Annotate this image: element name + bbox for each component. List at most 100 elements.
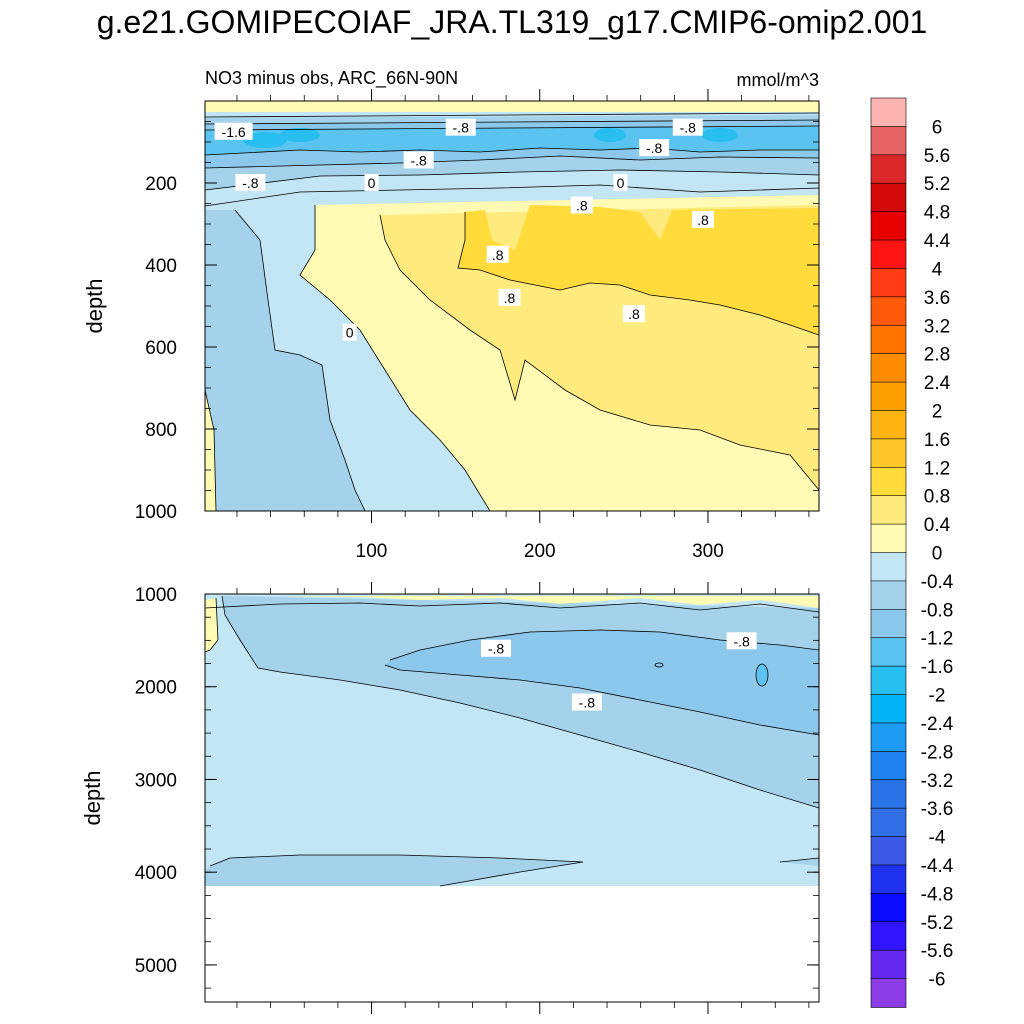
y-tick-label: 1000 <box>135 502 177 523</box>
colorbar-swatch <box>870 978 907 1008</box>
contour-label: -.8 <box>726 632 757 650</box>
contour-label: 0 <box>342 323 357 341</box>
y-tick-label: 2000 <box>135 678 177 699</box>
contour-label-bg <box>235 174 266 191</box>
contour-label-text: -.8 <box>733 633 750 649</box>
colorbar-label: 4.4 <box>924 231 951 252</box>
bot-field-core <box>756 664 768 686</box>
colorbar-label: -0.4 <box>921 572 954 593</box>
colorbar-label: 4.8 <box>924 203 950 224</box>
colorbar-label: 6 <box>932 117 943 138</box>
y-tick-label: 800 <box>145 420 177 441</box>
contour-label-text: 0 <box>368 175 376 191</box>
contour-label-bg <box>481 639 512 657</box>
colorbar-swatch <box>870 665 907 696</box>
colorbar-label: -6 <box>929 970 946 991</box>
y-tick-label: 4000 <box>135 863 177 884</box>
bottom-ylabel: depth <box>80 770 105 825</box>
colorbar-label: 5.6 <box>924 146 950 167</box>
colorbar-label: 1.6 <box>924 430 950 451</box>
colorbar-swatch <box>870 211 907 241</box>
contour-label-bg <box>364 174 379 191</box>
colorbar-swatch <box>870 324 907 355</box>
colorbar-label: 3.2 <box>924 316 950 337</box>
top-field-neg08-deep <box>205 210 365 511</box>
colorbar-swatch <box>870 381 907 412</box>
colorbar-swatch <box>870 580 907 611</box>
colorbar-swatch <box>870 694 907 724</box>
colorbar-label: -2.8 <box>921 742 954 763</box>
contour-label-bg <box>570 196 593 214</box>
colorbar-swatch <box>870 239 907 270</box>
y-tick-label: 1000 <box>135 585 177 606</box>
colorbar-swatch <box>870 410 907 440</box>
colorbar-swatch <box>870 296 907 327</box>
contour-label-text: -.8 <box>410 152 427 168</box>
bot-field-deep-neg08-right <box>780 858 819 866</box>
colorbar-swatch <box>870 637 907 667</box>
contour-label: 0 <box>613 174 628 191</box>
colorbar-swatch <box>870 949 907 980</box>
top-subtitle-left: NO3 minus obs, ARC_66N-90N <box>205 68 458 89</box>
colorbar-swatch <box>870 807 907 838</box>
contour-label-text: .8 <box>504 290 516 306</box>
top-field-core-1 <box>243 132 287 148</box>
colorbar-label: 2 <box>932 401 943 422</box>
top-field-core-2 <box>280 128 320 142</box>
colorbar-label: -1.2 <box>921 629 954 650</box>
contour-label-bg <box>445 118 476 136</box>
contour-label: -.8 <box>672 118 703 136</box>
colorbar-swatch <box>870 495 907 525</box>
colorbar-label: -0.8 <box>921 600 954 621</box>
colorbar-label: -1.6 <box>921 657 954 678</box>
contour-label: .8 <box>486 245 509 263</box>
contour-label-bg <box>403 151 434 169</box>
contour-label-bg <box>498 288 521 306</box>
x-tick-label: 100 <box>356 541 388 562</box>
top-field-core-3 <box>594 128 626 142</box>
top-panel: -1.6 -.8 -.8 -.8 -.8 -.8 0 0 .8 .8 .8 .8 .8 0 200 400 6… <box>82 68 820 562</box>
colorbar-label: 0.8 <box>924 487 950 508</box>
y-tick-label: 600 <box>145 338 177 359</box>
contour-label-text: -.8 <box>579 694 596 710</box>
contour-label-bg <box>486 245 509 263</box>
contour-label-text: 0 <box>617 175 625 191</box>
top-axes: 200 400 600 800 1000 100 200 300 <box>135 89 819 562</box>
main-title: g.e21.GOMIPECOIAF_JRA.TL319_g17.CMIP6-om… <box>96 4 928 40</box>
contour-label-text: .8 <box>628 306 640 322</box>
colorbar-label: -2.4 <box>921 714 954 735</box>
colorbar-label: 5.2 <box>924 174 950 195</box>
colorbar-label: -5.6 <box>921 941 954 962</box>
colorbar-swatch <box>870 154 907 185</box>
colorbar-swatch <box>870 836 907 866</box>
top-contour-field <box>205 101 819 511</box>
colorbar-label: -3.6 <box>921 799 954 820</box>
colorbar-swatch <box>870 126 907 156</box>
contour-label-bg <box>639 139 670 157</box>
contour-label-bg <box>613 174 628 191</box>
contour-label-text: -.8 <box>680 120 697 136</box>
contour-label-text: .8 <box>492 247 504 263</box>
bottom-axes: 1000 2000 3000 4000 5000 <box>135 582 819 1014</box>
colorbar-label: 3.6 <box>924 288 950 309</box>
y-tick-label: 3000 <box>135 770 177 791</box>
contour-label-bg <box>214 122 253 140</box>
colorbar-swatch <box>870 779 907 809</box>
colorbar-swatch <box>870 182 907 213</box>
contour-label-text: -.8 <box>242 175 259 191</box>
contour-label: .8 <box>691 210 714 228</box>
top-field-pos-left <box>205 390 216 511</box>
colorbar-swatch <box>870 438 907 469</box>
colorbar: 6 5.6 5.2 4.8 4.4 4 3.6 3.2 2.8 2.4 2 1.6 1.2 0.8 0.4 0… <box>870 97 954 1008</box>
top-units-label: mmol/m^3 <box>737 70 819 90</box>
bottom-contour-labels: -.8 -.8 -.8 <box>481 632 757 711</box>
colorbar-swatch <box>870 466 907 497</box>
bot-contour-lines <box>205 595 819 887</box>
contour-label-text: .8 <box>697 212 709 228</box>
colorbar-label: 0.4 <box>924 515 951 536</box>
contour-label-text: -.8 <box>646 140 663 156</box>
top-contour-labels: -1.6 -.8 -.8 -.8 -.8 -.8 0 0 .8 .8 .8 .8 .8 0 <box>214 118 714 341</box>
colorbar-swatch <box>870 609 907 639</box>
colorbar-label: -4.4 <box>921 856 954 877</box>
